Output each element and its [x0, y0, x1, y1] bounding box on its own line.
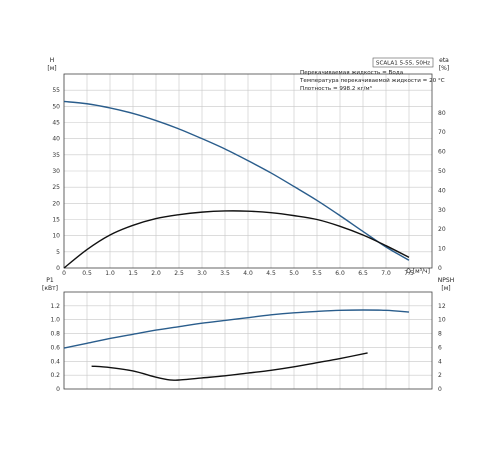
top-left-tick-label: 20	[52, 200, 60, 207]
bottom-left-tick-label: 1.0	[50, 317, 60, 324]
bottom-right-tick-label: 6	[438, 344, 442, 351]
top-ylabel-right-line2: [%]	[439, 65, 449, 72]
model-label-box: SCALA1 5-55, 50Hz	[372, 57, 434, 68]
x-tick-label: 0	[62, 270, 66, 277]
top-right-tick-label: 50	[438, 168, 446, 175]
bottom-right-tick-label: 2	[438, 372, 442, 379]
bottom-left-tick-label: 0.6	[50, 344, 60, 351]
bottom-ylabel-right-line2: [м]	[441, 285, 450, 292]
x-tick-label: 7.5	[404, 270, 414, 277]
x-tick-label: 2.5	[174, 270, 184, 277]
bottom-ylabel-left-line2: [кВт]	[42, 285, 58, 292]
top-right-tick-label: 40	[438, 187, 446, 194]
bottom-panel: 0 0.2 0.4 0.6 0.8 1.0 1.2 0 2 4 6 8 10 12	[50, 291, 446, 393]
top-left-tick-label: 50	[52, 103, 60, 110]
bottom-left-tick-label: 0.2	[50, 372, 60, 379]
top-ylabel-right-line1: eta	[439, 57, 449, 64]
x-tick-label: 6.5	[358, 270, 368, 277]
x-tick-label: 2.0	[151, 270, 161, 277]
top-ylabel-left-line2: [м]	[47, 65, 56, 72]
model-label: SCALA1 5-55, 50Hz	[376, 61, 430, 67]
bottom-right-tick-label: 0	[438, 386, 442, 393]
top-left-tick-label: 30	[52, 168, 60, 175]
top-right-tick-label: 30	[438, 207, 446, 214]
bottom-plot-frame	[63, 291, 433, 390]
top-right-tick-label: 80	[438, 110, 446, 117]
bottom-ylabel-left-line1: P1	[46, 277, 54, 284]
info-line-1: Перекачиваемая жидкость = Вода	[300, 70, 403, 76]
x-tick-label: 5.0	[289, 270, 299, 277]
top-panel: 0 5 10 15 20 25 30 35 40 45 50 55 0 10 20 30 40 50 60 70 80 0…	[52, 73, 446, 277]
top-right-tick-label: 0	[438, 265, 442, 272]
x-tick-label: 1.5	[128, 270, 138, 277]
top-series-0-line	[63, 100, 410, 261]
x-tick-label: 4.5	[266, 270, 276, 277]
top-left-tick-label: 10	[52, 233, 60, 240]
bottom-series-0-line	[63, 309, 410, 349]
bottom-right-tick-label: 8	[438, 331, 442, 338]
top-right-tick-label: 20	[438, 226, 446, 233]
top-left-tick-label: 55	[52, 87, 60, 94]
info-line-2: Температура перекачиваемой жидкости = 20…	[299, 77, 445, 84]
x-tick-label: 0.5	[82, 270, 92, 277]
top-left-tick-label: 5	[56, 249, 60, 256]
x-tick-label: 3.5	[220, 270, 230, 277]
x-tick-label: 5.5	[312, 270, 322, 277]
top-right-tick-label: 70	[438, 129, 446, 136]
top-left-tick-label: 25	[52, 184, 60, 191]
bottom-right-tick-label: 12	[438, 303, 446, 310]
bottom-left-tick-label: 1.2	[50, 303, 60, 310]
x-tick-label: 7.0	[381, 270, 391, 277]
top-right-tick-label: 10	[438, 246, 446, 253]
info-line-3: Плотность = 998.2 кг/м³	[300, 85, 372, 92]
x-tick-label: 3.0	[197, 270, 207, 277]
x-tick-label: 1.0	[105, 270, 115, 277]
top-xlabel: Q [м³/ч]	[406, 268, 430, 275]
bottom-right-tick-label: 10	[438, 317, 446, 324]
top-right-tick-label: 60	[438, 149, 446, 156]
bottom-right-tick-label: 4	[438, 358, 442, 365]
top-left-tick-label: 45	[52, 120, 60, 127]
top-ylabel-left-line1: H	[50, 57, 55, 64]
bottom-left-tick-label: 0	[56, 386, 60, 393]
top-left-tick-label: 15	[52, 217, 60, 224]
bottom-series-1-line	[91, 352, 368, 381]
top-series-1-line	[63, 210, 410, 269]
x-tick-label: 6.0	[335, 270, 345, 277]
bottom-left-tick-label: 0.4	[50, 358, 60, 365]
x-tick-label: 4.0	[243, 270, 253, 277]
bottom-left-tick-label: 0.8	[50, 331, 60, 338]
top-plot-frame	[63, 73, 433, 269]
bottom-ylabel-right-line1: NPSH	[438, 277, 454, 284]
top-left-tick-label: 35	[52, 152, 60, 159]
top-left-tick-label: 40	[52, 136, 60, 143]
top-left-tick-label: 0	[56, 265, 60, 272]
